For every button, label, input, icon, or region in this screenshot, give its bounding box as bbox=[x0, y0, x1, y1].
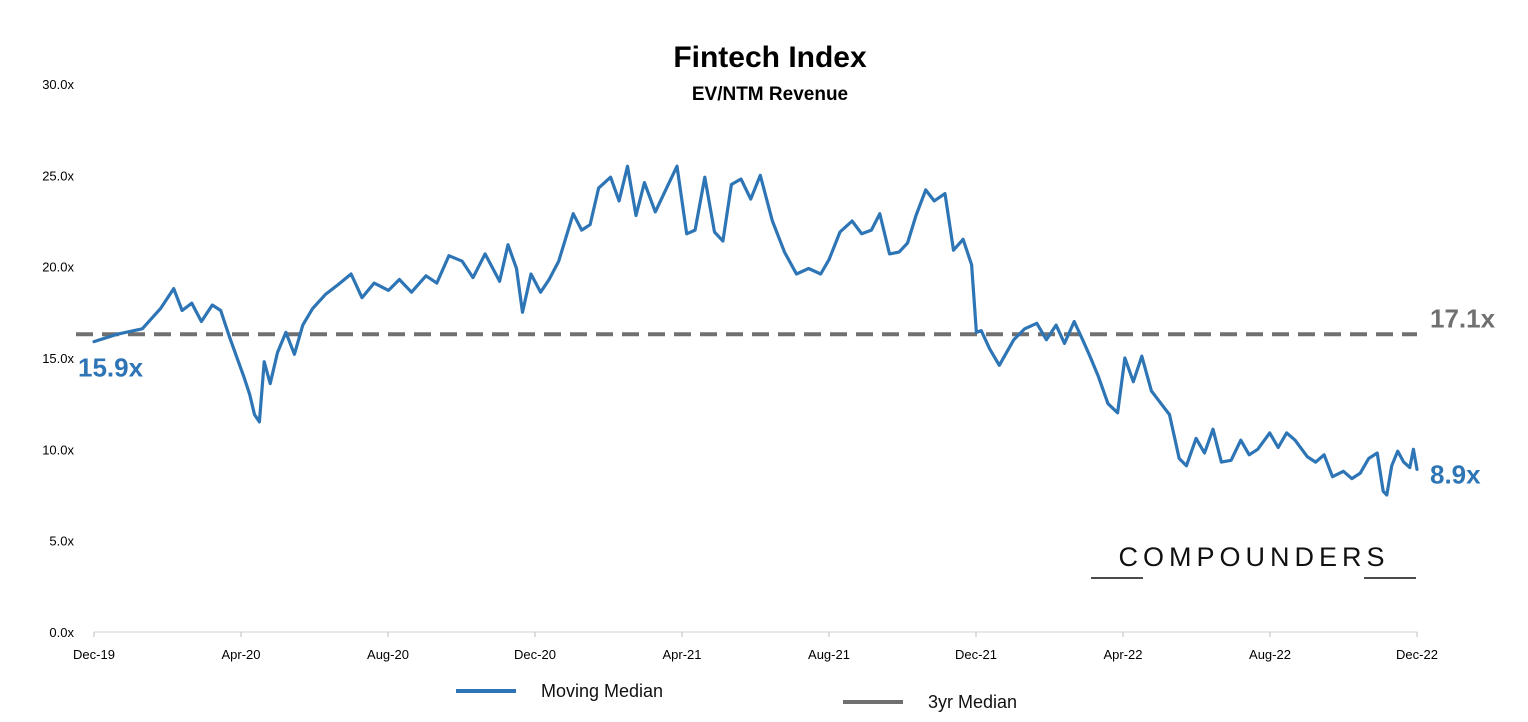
x-tick-label: Dec-19 bbox=[73, 647, 115, 662]
annotation-layer: 15.9x 8.9x 17.1x bbox=[78, 303, 1496, 489]
x-tick-label: Aug-20 bbox=[367, 647, 409, 662]
chart-title: Fintech Index bbox=[673, 41, 867, 74]
x-tick-label: Apr-22 bbox=[1103, 647, 1142, 662]
x-tick-label: Apr-21 bbox=[662, 647, 701, 662]
y-tick-label: 30.0x bbox=[42, 77, 74, 92]
x-axis: Dec-19 Apr-20 Aug-20 Dec-20 Apr-21 Aug-21 Dec-… bbox=[73, 631, 1438, 662]
y-tick-label: 20.0x bbox=[42, 260, 74, 275]
legend-label-moving-median: Moving Median bbox=[541, 681, 663, 701]
moving-median-line bbox=[92, 164, 1419, 497]
y-axis: 0.0x 5.0x 10.0x 15.0x 20.0x 25.0x 30.0x bbox=[42, 77, 74, 640]
y-tick-label: 0.0x bbox=[49, 625, 74, 640]
logo-text: COMPOUNDERS bbox=[1118, 542, 1389, 572]
x-tick-label: Aug-21 bbox=[808, 647, 850, 662]
legend-label-3yr-median: 3yr Median bbox=[928, 692, 1017, 712]
x-tick-label: Dec-22 bbox=[1396, 647, 1438, 662]
x-tick-label: Aug-22 bbox=[1249, 647, 1291, 662]
compounders-logo: COMPOUNDERS bbox=[1091, 542, 1416, 579]
chart-subtitle: EV/NTM Revenue bbox=[692, 84, 848, 105]
x-tick-label: Apr-20 bbox=[221, 647, 260, 662]
legend: Moving Median 3yr Median bbox=[456, 681, 1017, 712]
y-tick-label: 10.0x bbox=[42, 442, 74, 457]
start-value-label: 15.9x bbox=[78, 353, 144, 383]
y-tick-label: 15.0x bbox=[42, 351, 74, 366]
x-tick-label: Dec-21 bbox=[955, 647, 997, 662]
y-tick-label: 25.0x bbox=[42, 168, 74, 183]
series-layer bbox=[76, 164, 1419, 497]
y-tick-label: 5.0x bbox=[49, 534, 74, 549]
median-value-label: 17.1x bbox=[1430, 303, 1496, 333]
end-value-label: 8.9x bbox=[1430, 459, 1481, 489]
x-tick-label: Dec-20 bbox=[514, 647, 556, 662]
